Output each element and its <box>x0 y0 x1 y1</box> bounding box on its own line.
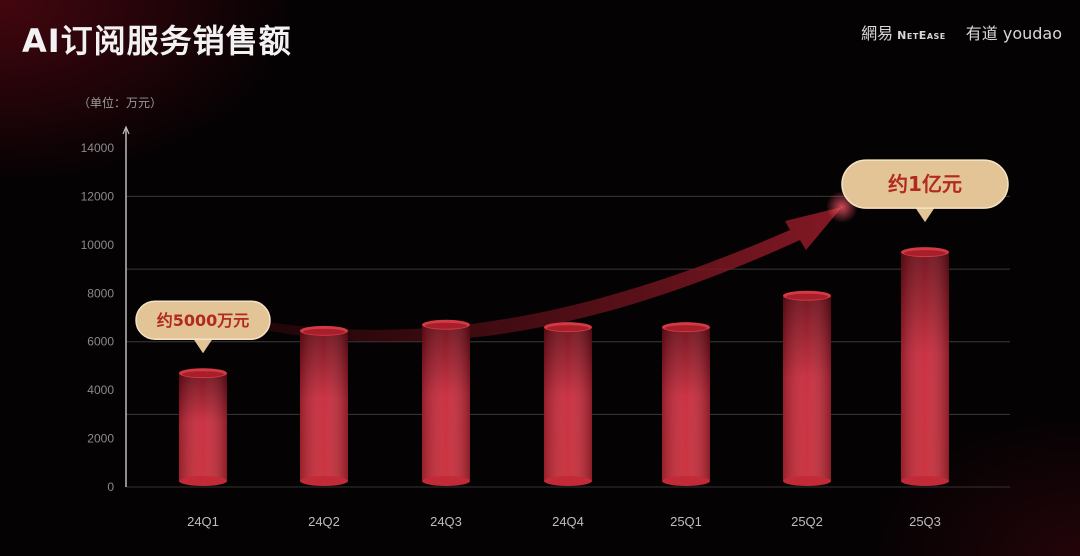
y-tick-label: 6000 <box>87 335 114 349</box>
bar-bottom <box>422 476 470 486</box>
bar-top-inner <box>303 328 345 335</box>
netease-logo-cn: 網易 <box>861 24 894 43</box>
bar-shade <box>901 252 949 481</box>
callout-pointer <box>915 207 935 223</box>
bar-24Q2 <box>300 325 348 486</box>
bar-shade <box>662 327 710 481</box>
bar-top-inner <box>904 250 946 257</box>
bar-shade <box>544 327 592 481</box>
callout-24Q1: 约5000万元 <box>135 300 271 354</box>
bar-bottom <box>783 476 831 486</box>
unit-label: （单位：万元） <box>78 96 163 110</box>
bar-shade <box>300 330 348 481</box>
callout-bubble <box>841 159 1009 209</box>
bar-top-inner <box>425 322 467 329</box>
x-tick-label: 24Q3 <box>430 514 462 529</box>
x-tick-label: 24Q2 <box>308 514 340 529</box>
x-tick-label: 25Q2 <box>791 514 823 529</box>
netease-logo-en: NetEase <box>897 29 946 42</box>
y-axis-arrow-icon <box>122 125 130 135</box>
bar-25Q3 <box>901 247 949 486</box>
bar-bottom <box>901 476 949 486</box>
bar-shade <box>422 324 470 481</box>
y-tick-label: 10000 <box>81 238 115 252</box>
youdao-logo-cn: 有道 <box>965 24 998 43</box>
callout-25Q3: 约1亿元 <box>841 159 1009 223</box>
x-tick-label: 24Q4 <box>552 514 584 529</box>
bar-bottom <box>179 476 227 486</box>
bar-shade <box>783 295 831 481</box>
bar-24Q3 <box>422 319 470 486</box>
bar-24Q1 <box>179 368 227 486</box>
callout-bubble <box>135 300 271 340</box>
youdao-logo-en: youdao <box>1002 24 1062 43</box>
callout-pointer <box>193 338 213 354</box>
y-tick-label: 0 <box>107 480 114 494</box>
callout-text: 约1亿元 <box>888 172 962 196</box>
y-tick-label: 8000 <box>87 286 114 300</box>
bar-25Q2 <box>783 290 831 486</box>
youdao-logo: 有道 youdao <box>966 20 1062 44</box>
y-tick-label: 2000 <box>87 432 114 446</box>
y-tick-label: 4000 <box>87 383 114 397</box>
y-tick-label: 12000 <box>81 189 115 203</box>
page-title: AI订阅服务销售额 <box>22 22 292 60</box>
bar-bottom <box>662 476 710 486</box>
bar-bottom <box>300 476 348 486</box>
x-tick-label: 25Q3 <box>909 514 941 529</box>
bar-24Q4 <box>544 322 592 486</box>
trend-arrow <box>240 191 858 342</box>
y-tick-label: 14000 <box>81 141 115 155</box>
bar-bottom <box>544 476 592 486</box>
callout-text: 约5000万元 <box>157 311 250 330</box>
netease-logo: 網易 NetEase <box>861 20 946 44</box>
bar-shade <box>179 373 227 481</box>
bar-top-inner <box>786 293 828 300</box>
x-tick-label: 25Q1 <box>670 514 702 529</box>
bar-25Q1 <box>662 322 710 486</box>
x-tick-label: 24Q1 <box>187 514 219 529</box>
logos: 網易 NetEase 有道 youdao <box>861 20 1062 44</box>
bar-top-inner <box>182 371 224 378</box>
bar-top-inner <box>665 325 707 332</box>
bar-top-inner <box>547 325 589 332</box>
